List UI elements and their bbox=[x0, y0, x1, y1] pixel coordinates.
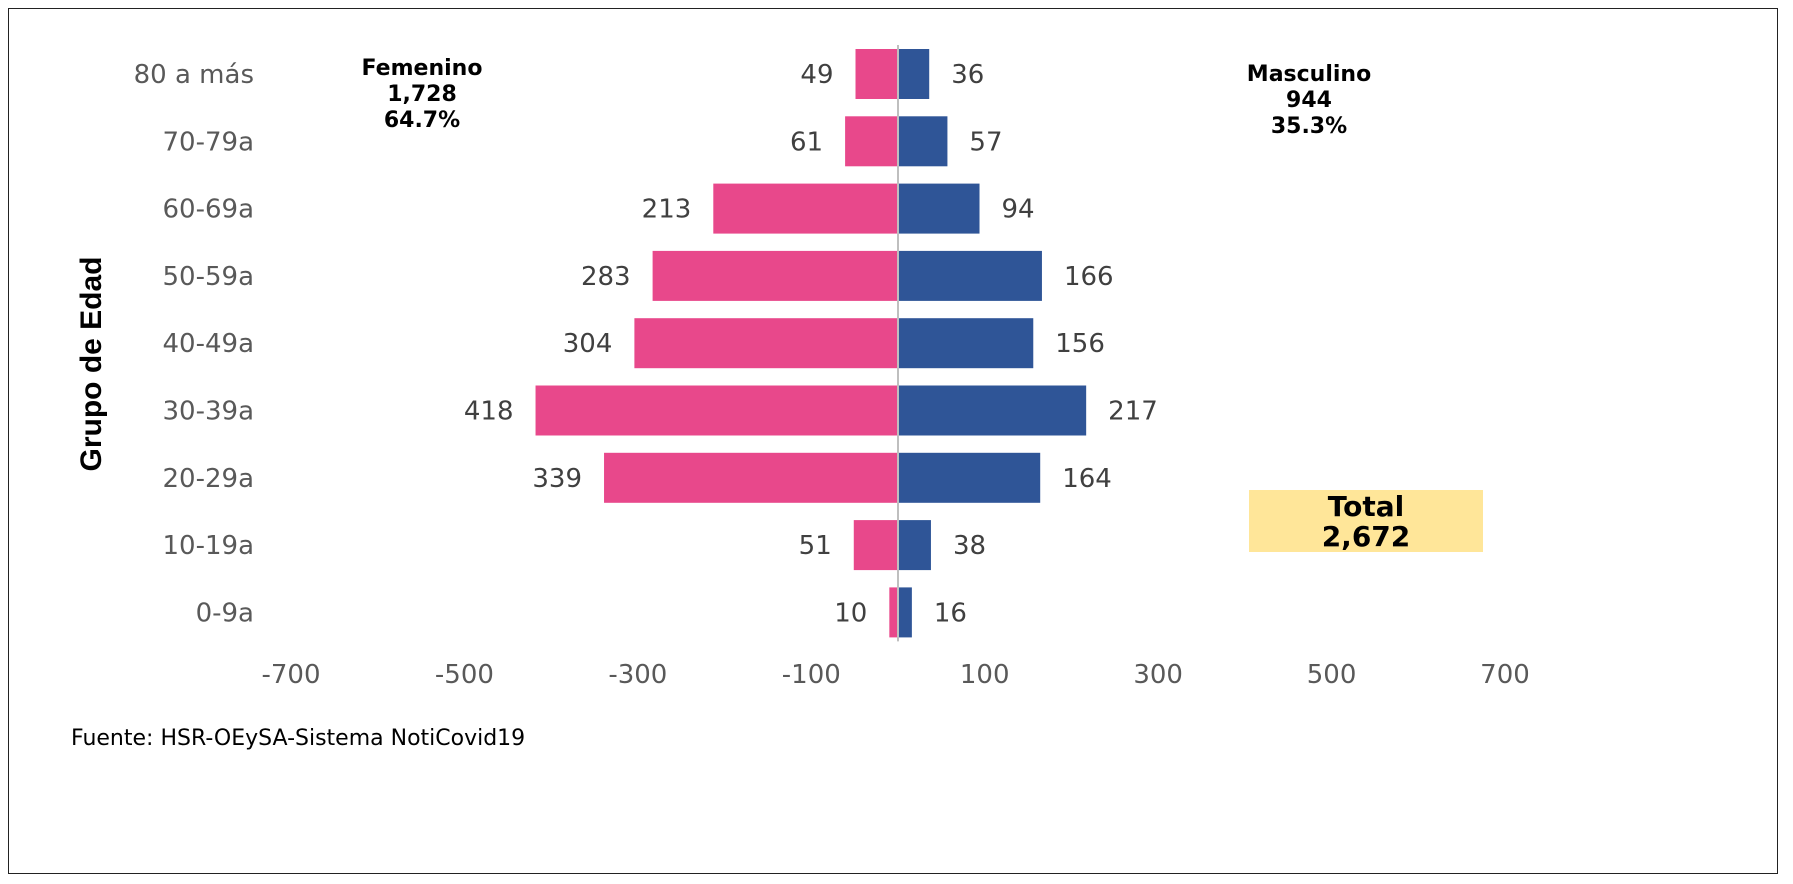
data-label-femenino: 283 bbox=[581, 262, 631, 292]
y-tick-label: 70-79a bbox=[163, 127, 254, 157]
bar-femenino bbox=[855, 49, 897, 99]
bar-masculino bbox=[899, 385, 1087, 436]
data-label-femenino: 304 bbox=[563, 329, 613, 359]
data-label-femenino: 213 bbox=[642, 195, 692, 225]
bar-femenino bbox=[845, 116, 897, 167]
bar-masculino bbox=[899, 452, 1041, 503]
data-label-femenino: 51 bbox=[799, 531, 832, 561]
x-tick-label: -700 bbox=[261, 660, 320, 690]
bar-femenino bbox=[713, 183, 897, 234]
data-label-masculino: 16 bbox=[934, 598, 967, 628]
bar-masculino bbox=[899, 250, 1042, 301]
y-tick-label: 10-19a bbox=[163, 531, 254, 561]
x-tick-label: 500 bbox=[1307, 660, 1357, 690]
bar-femenino bbox=[652, 250, 897, 301]
data-label-masculino: 164 bbox=[1062, 464, 1112, 494]
masculino-percent-label: 35.3% bbox=[1271, 114, 1347, 139]
y-tick-label: 20-29a bbox=[163, 464, 254, 494]
bar-femenino bbox=[535, 385, 897, 436]
data-label-femenino: 61 bbox=[790, 127, 823, 157]
total-label: Total bbox=[1328, 490, 1405, 523]
masculino-count-label: 944 bbox=[1286, 88, 1332, 113]
data-label-femenino: 10 bbox=[834, 598, 867, 628]
x-tick-label: 700 bbox=[1480, 660, 1530, 690]
ticks-group: 80 a más 70-79a 60-69a 50-59a 40-49a 30-39a 20… bbox=[134, 60, 1530, 690]
bars-group: 49 36 61 57 213 94 283 166 304 156 418 217 339 164 51 3… bbox=[464, 45, 1158, 642]
source-note: Fuente: HSR-OEySA-Sistema NotiCovid19 bbox=[71, 726, 525, 751]
bar-masculino bbox=[899, 183, 980, 234]
data-label-masculino: 38 bbox=[953, 531, 986, 561]
data-label-femenino: 49 bbox=[800, 60, 833, 90]
x-tick-label: -100 bbox=[782, 660, 841, 690]
x-tick-label: 100 bbox=[960, 660, 1010, 690]
x-tick-label: 300 bbox=[1133, 660, 1183, 690]
bar-masculino bbox=[899, 520, 931, 571]
femenino-percent-label: 64.7% bbox=[384, 108, 460, 133]
bar-masculino bbox=[899, 318, 1034, 369]
total-box bbox=[1249, 490, 1483, 552]
y-tick-label: 80 a más bbox=[134, 60, 254, 90]
y-tick-label: 50-59a bbox=[163, 262, 254, 292]
y-tick-label: 0-9a bbox=[196, 598, 254, 628]
data-label-femenino: 339 bbox=[532, 464, 582, 494]
bar-femenino bbox=[634, 318, 897, 369]
x-tick-label: -500 bbox=[435, 660, 494, 690]
chart-frame: Grupo de Edad 49 36 61 57 213 94 283 166 304 156 4… bbox=[8, 8, 1778, 874]
y-tick-label: 40-49a bbox=[163, 329, 254, 359]
masculino-name-label: Masculino bbox=[1247, 62, 1371, 87]
data-label-femenino: 418 bbox=[464, 397, 514, 427]
femenino-count-label: 1,728 bbox=[387, 82, 457, 107]
total-value: 2,672 bbox=[1322, 520, 1411, 553]
bar-masculino bbox=[899, 49, 930, 99]
y-tick-label: 30-39a bbox=[163, 397, 254, 427]
y-tick-label: 60-69a bbox=[163, 195, 254, 225]
data-label-masculino: 94 bbox=[1002, 195, 1035, 225]
bar-femenino bbox=[604, 452, 897, 503]
data-label-masculino: 156 bbox=[1055, 329, 1105, 359]
data-label-masculino: 57 bbox=[969, 127, 1002, 157]
x-tick-label: -300 bbox=[608, 660, 667, 690]
femenino-name-label: Femenino bbox=[362, 56, 483, 81]
data-label-masculino: 217 bbox=[1108, 397, 1158, 427]
bar-masculino bbox=[899, 116, 948, 167]
data-label-masculino: 36 bbox=[951, 60, 984, 90]
bar-femenino bbox=[889, 587, 897, 638]
y-axis-label: Grupo de Edad bbox=[75, 256, 108, 471]
data-label-masculino: 166 bbox=[1064, 262, 1114, 292]
bar-masculino bbox=[899, 587, 912, 638]
bar-femenino bbox=[853, 520, 897, 571]
